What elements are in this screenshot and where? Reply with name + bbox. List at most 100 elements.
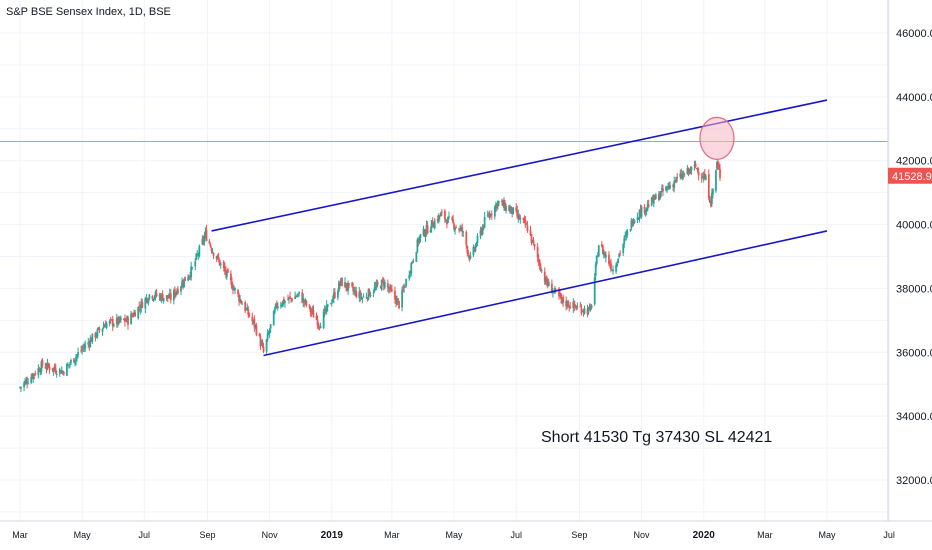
candle-body: [708, 196, 711, 203]
candle-body: [30, 377, 33, 383]
candle-body: [694, 163, 697, 168]
candle-body: [588, 306, 591, 309]
candle-body: [223, 267, 226, 272]
candle-body: [101, 328, 104, 333]
candle-body: [174, 292, 177, 296]
candle-body: [191, 267, 194, 269]
candle-body: [568, 306, 571, 308]
candle-body: [458, 228, 461, 231]
candle-body: [559, 294, 561, 296]
x-tick-label: May: [818, 530, 836, 540]
candle-body: [68, 364, 70, 366]
candle-body: [681, 174, 684, 178]
channel-upper-line[interactable]: [211, 99, 828, 232]
candle-body: [198, 246, 201, 257]
candle-body: [130, 313, 132, 325]
candle-body: [62, 372, 65, 375]
candle-body: [69, 363, 71, 365]
candle-body: [234, 288, 236, 291]
candle-body: [288, 297, 290, 300]
candle-body: [572, 302, 575, 309]
candle-body: [91, 333, 94, 342]
time-axis[interactable]: Mar May Jul Sep Nov 2019 Mar May Jul Sep Nov 2020 Ma…: [0, 520, 932, 541]
candle-body: [469, 255, 472, 259]
candle-body: [26, 381, 29, 384]
candle-body: [337, 291, 339, 298]
candle-body: [624, 235, 627, 237]
candle-body: [23, 382, 25, 388]
candle-body: [303, 299, 306, 303]
candle-body: [159, 295, 162, 301]
candle-body: [543, 271, 546, 282]
candle-body: [602, 252, 605, 256]
candle-body: [482, 225, 485, 228]
candle-body: [32, 373, 35, 380]
candle-body: [625, 233, 628, 237]
candle-body: [168, 293, 171, 298]
candle-body: [405, 279, 408, 287]
candle-body: [410, 263, 413, 274]
candle-body: [660, 191, 662, 197]
candle-body: [290, 298, 292, 299]
candle-body: [102, 326, 105, 329]
candle-body: [162, 297, 165, 302]
candle-body: [141, 301, 144, 308]
candle-body: [145, 297, 148, 300]
candle-body: [429, 229, 432, 233]
candle-body: [419, 234, 422, 238]
x-tick-label: Jul: [510, 530, 522, 540]
candle-body: [640, 206, 643, 217]
x-tick-label: 2020: [693, 530, 716, 541]
channel-lower-line[interactable]: [263, 230, 828, 357]
candle-body: [389, 288, 392, 290]
candle-body: [311, 310, 314, 311]
candle-body: [231, 281, 233, 289]
candle-body: [326, 304, 329, 307]
candle-body: [273, 308, 276, 313]
candle-body: [295, 296, 298, 298]
candle-body: [688, 169, 691, 173]
candle-body: [530, 234, 533, 243]
candle-body: [586, 308, 589, 315]
candle-body: [537, 258, 540, 262]
candle-body: [266, 333, 269, 340]
candle-body: [693, 164, 696, 167]
candle-body: [94, 332, 97, 338]
candle-body: [44, 366, 47, 369]
candle-body: [622, 243, 625, 253]
candle-body: [255, 325, 258, 335]
candle-body: [700, 177, 703, 179]
candle-body: [131, 315, 133, 316]
candle-body: [45, 367, 48, 369]
candle-body: [181, 281, 183, 288]
candle-body: [416, 239, 419, 253]
highlight-zone[interactable]: [699, 116, 735, 160]
candle-body: [140, 301, 143, 308]
candle-body: [552, 291, 554, 294]
candle-body: [680, 173, 683, 179]
candle-body: [547, 282, 550, 286]
price-axis[interactable]: 46000.0 44000.0 42000.0 40000.0 38000.0 36000…: [887, 0, 932, 521]
candle-body: [296, 295, 299, 297]
candle-body: [46, 362, 49, 368]
candle-body: [639, 209, 642, 217]
candle-body: [322, 311, 325, 328]
x-tick-label: Sep: [199, 530, 215, 540]
candle-body: [397, 298, 399, 301]
candle-body: [716, 162, 718, 169]
candle-body: [658, 195, 661, 200]
candle-body: [647, 204, 650, 207]
candle-body: [425, 225, 428, 233]
candle-body: [66, 364, 69, 366]
candle-body: [650, 197, 653, 206]
candle-body: [472, 246, 475, 256]
y-tick-label: 40000.0: [896, 220, 932, 232]
candle-body: [281, 300, 284, 307]
candle-body: [654, 194, 657, 199]
candle-body: [96, 329, 99, 337]
candle-body: [268, 330, 271, 334]
candle-body: [117, 317, 120, 324]
candle-body: [561, 297, 563, 300]
candle-body: [347, 282, 349, 291]
